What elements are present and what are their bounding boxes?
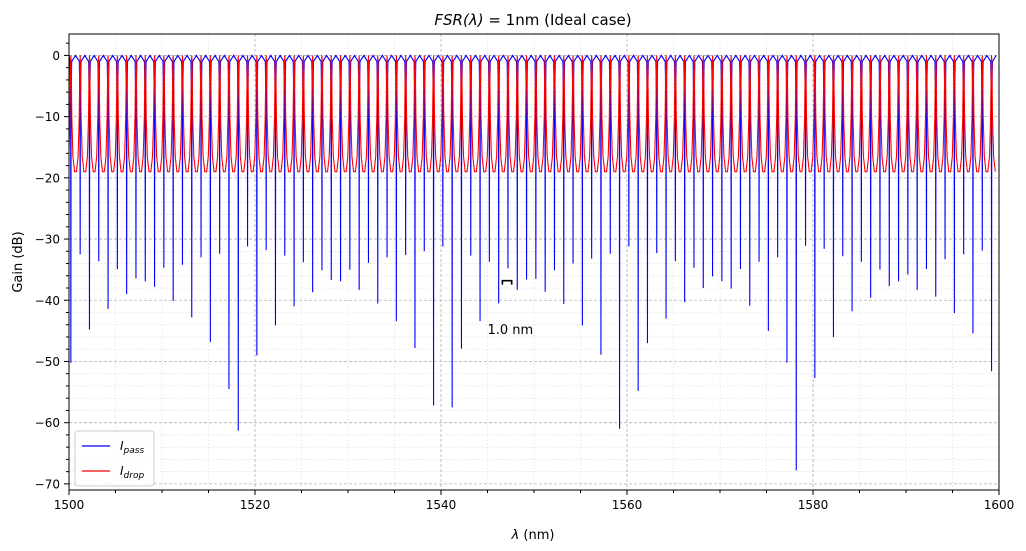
- legend-label-drop-name: I: [120, 464, 124, 478]
- legend-label-pass-name: I: [120, 439, 124, 453]
- y-tick-label: −30: [35, 233, 60, 247]
- x-axis-label-unit: (nm): [519, 528, 554, 543]
- minor-grid: [69, 34, 999, 490]
- chart-title: FSR(λ) = 1nm (Ideal case): [434, 11, 631, 29]
- legend-label-pass-sub: pass: [123, 446, 145, 456]
- y-axis: 0 −10 −20 −30 −40 −50 −60 −70: [35, 42, 69, 491]
- x-tick-label: 1580: [798, 498, 829, 512]
- x-tick-label: 1540: [426, 498, 457, 512]
- x-tick-label: 1520: [240, 498, 271, 512]
- y-tick-label: 0: [52, 49, 60, 63]
- chart-title-math: FSR(λ): [434, 11, 483, 29]
- y-tick-label: −10: [35, 110, 60, 124]
- legend-label-pass: Ipass: [120, 439, 144, 456]
- fsr-annotation: 1.0 nm: [488, 323, 534, 338]
- x-axis: 1500 1520 1540 1560 1580 1600: [54, 490, 1015, 512]
- x-tick-label: 1600: [984, 498, 1015, 512]
- y-tick-label: −70: [35, 477, 60, 491]
- y-tick-label: −50: [35, 355, 60, 369]
- legend-label-drop-sub: drop: [124, 471, 145, 481]
- chart-title-rest: = 1nm (Ideal case): [484, 11, 632, 29]
- fsr-bracket: [501, 279, 513, 285]
- y-tick-label: −60: [35, 416, 60, 430]
- legend-box: [74, 430, 155, 487]
- x-axis-label-var: λ: [511, 528, 520, 543]
- series-line-pass: [69, 54, 997, 471]
- y-tick-label: −40: [35, 294, 60, 308]
- x-tick-label: 1500: [54, 498, 85, 512]
- series-line-drop: [69, 55, 996, 173]
- y-axis-label: Gain (dB): [11, 231, 26, 292]
- x-axis-label: λ (nm): [511, 528, 555, 543]
- x-tick-label: 1560: [612, 498, 643, 512]
- legend-label-drop: Idrop: [120, 464, 144, 481]
- y-tick-label: −20: [35, 171, 60, 185]
- legend: Ipass Idrop: [74, 430, 155, 487]
